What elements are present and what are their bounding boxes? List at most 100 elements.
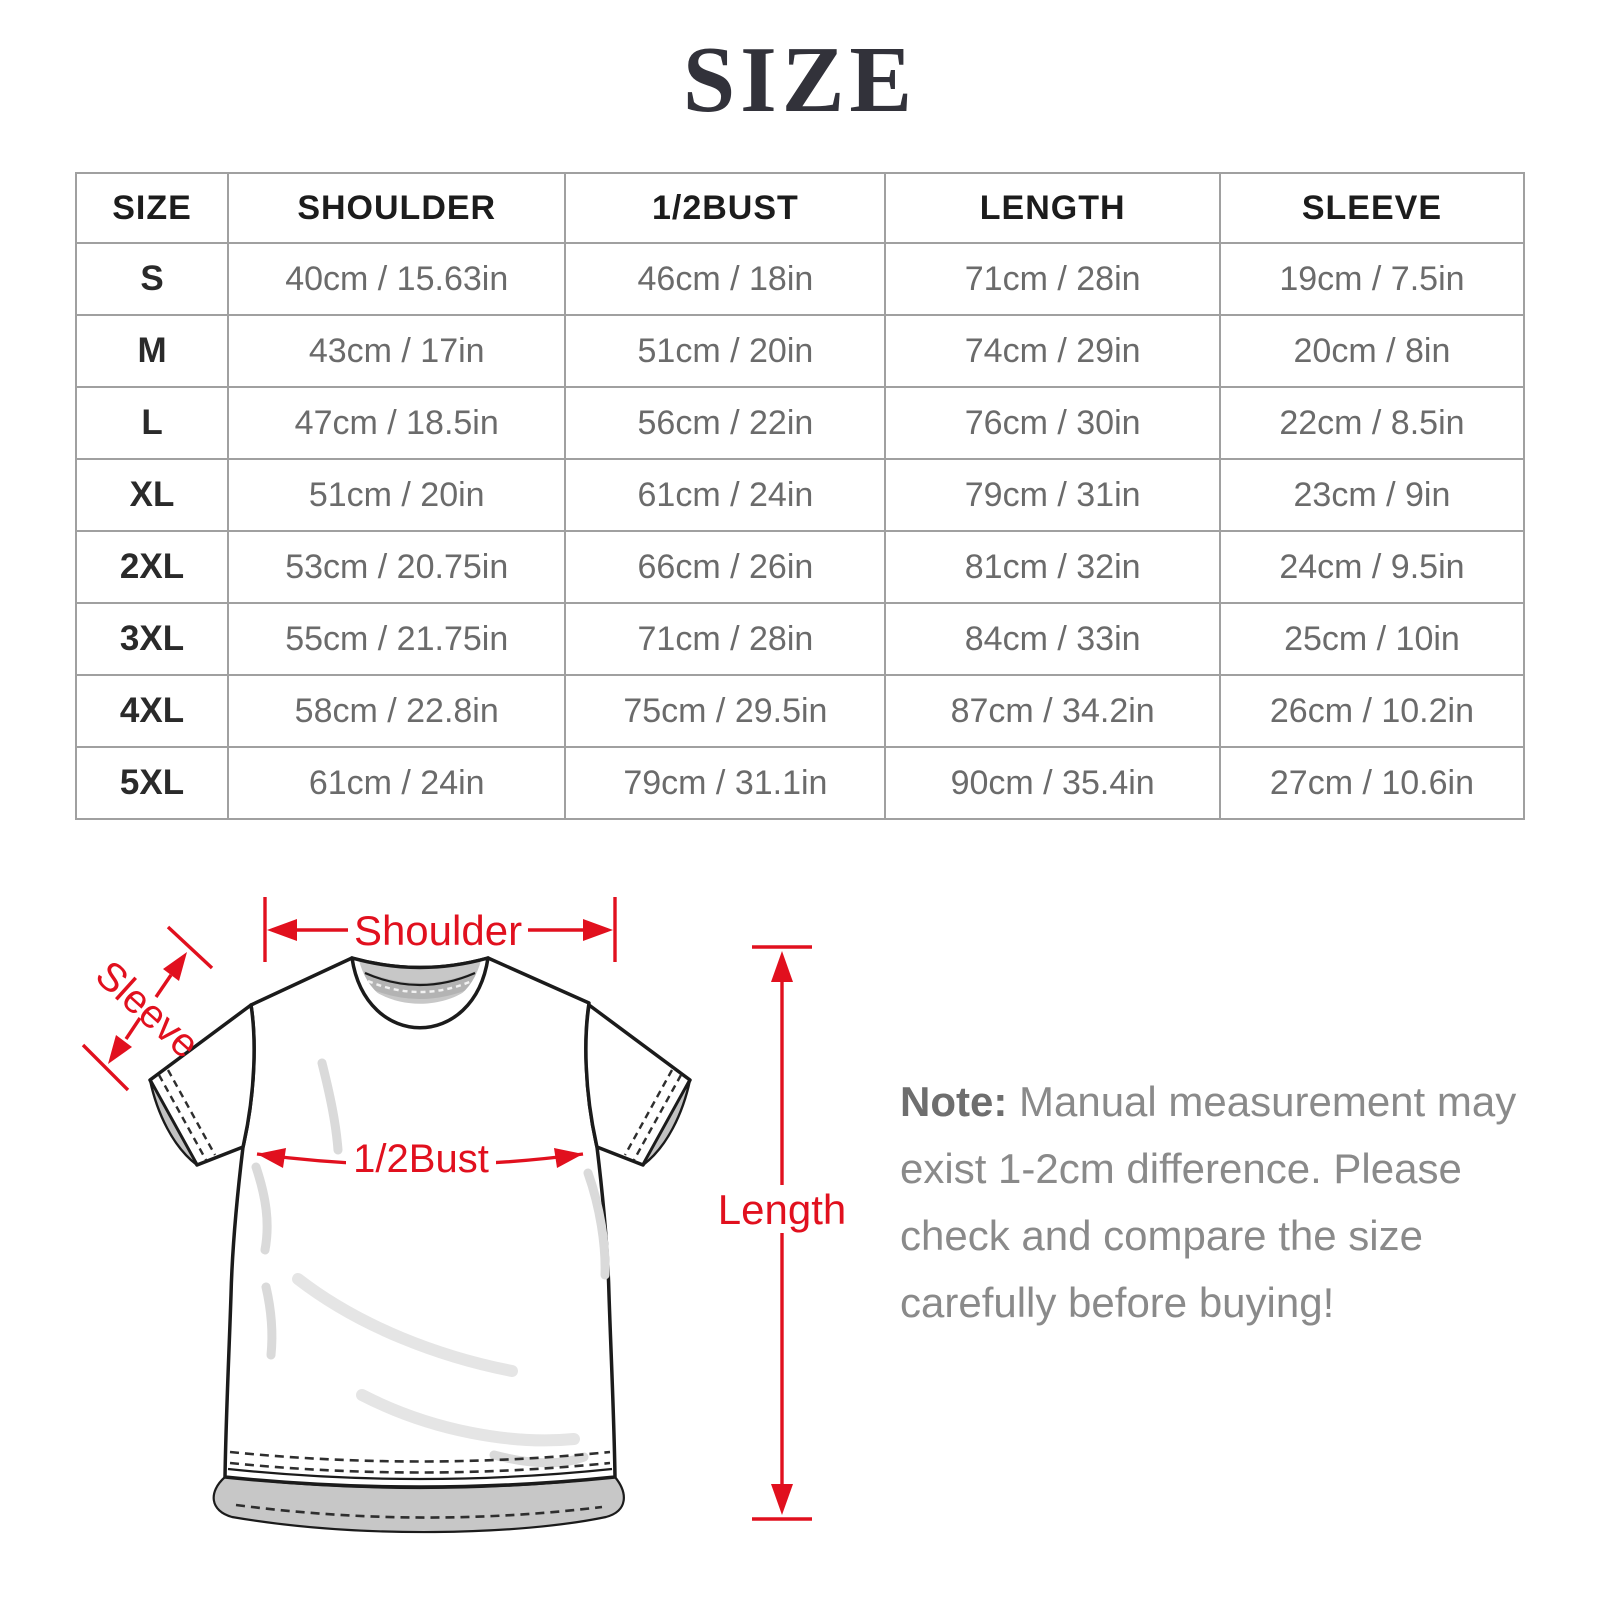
bust-label-mask <box>346 1136 496 1182</box>
measurement-cell: 43cm / 17in <box>227 314 567 388</box>
size-cell: L <box>74 386 230 460</box>
measurement-cell: 25cm / 10in <box>1218 602 1526 676</box>
back-neckline <box>350 956 490 970</box>
header-cell-size: SIZE <box>74 172 230 244</box>
measurement-cell: 79cm / 31in <box>884 458 1221 532</box>
measurement-cell: 23cm / 9in <box>1218 458 1526 532</box>
table-row: 4XL 58cm / 22.8in 75cm / 29.5in 87cm / 34.2… <box>74 674 1526 748</box>
measurement-cell: 84cm / 33in <box>884 602 1221 676</box>
wrinkle <box>292 1273 518 1377</box>
arrowhead-down <box>771 1484 793 1515</box>
shirt-body <box>223 956 617 1489</box>
collar-chain-stitch <box>367 979 473 994</box>
measurement-cell: 76cm / 30in <box>884 386 1221 460</box>
measurement-cell: 53cm / 20.75in <box>227 530 567 604</box>
measurement-cell: 55cm / 21.75in <box>227 602 567 676</box>
measurement-cell: 51cm / 20in <box>564 314 887 388</box>
collar <box>349 956 491 1030</box>
wrinkle <box>489 1450 589 1468</box>
header-cell-shoulder: SHOULDER <box>227 172 567 244</box>
wrinkle <box>583 1168 610 1280</box>
measurement-cell: 74cm / 29in <box>884 314 1221 388</box>
measurement-cell: 40cm / 15.63in <box>227 242 567 316</box>
measurement-cell: 61cm / 24in <box>227 746 567 820</box>
left-cuff-inside <box>148 1079 199 1166</box>
size-cell: S <box>74 242 230 316</box>
measurement-cell: 71cm / 28in <box>884 242 1221 316</box>
length-dimension: Length <box>718 945 846 1521</box>
header-cell-sleeve: SLEEVE <box>1218 172 1526 244</box>
right-cuff-stitch <box>623 1069 674 1156</box>
arrowhead-left <box>257 1148 286 1168</box>
wrinkle <box>261 1282 277 1360</box>
table-row: S 40cm / 15.63in 46cm / 18in 71cm / 28in 19c… <box>74 242 1526 316</box>
bust-dimension: 1/2Bust <box>256 1136 584 1182</box>
measurement-cell: 75cm / 29.5in <box>564 674 887 748</box>
measurement-cell: 66cm / 26in <box>564 530 887 604</box>
right-sleeve <box>584 1003 692 1167</box>
front-neckline <box>350 956 490 1030</box>
measurement-cell: 87cm / 34.2in <box>884 674 1221 748</box>
measurement-cell: 71cm / 28in <box>564 602 887 676</box>
arrowhead-up <box>771 951 793 982</box>
size-cell: 2XL <box>74 530 230 604</box>
note-label: Note: <box>900 1078 1008 1125</box>
hem-stitch-lower <box>229 1461 611 1474</box>
header-cell-length: LENGTH <box>884 172 1221 244</box>
measurement-cell: 27cm / 10.6in <box>1218 746 1526 820</box>
left-cuff-stitch <box>166 1069 217 1156</box>
collar-band-edge <box>364 971 476 987</box>
table-row: M 43cm / 17in 51cm / 20in 74cm / 29in 20cm /… <box>74 314 1526 388</box>
size-cell: 3XL <box>74 602 230 676</box>
arrowhead-left <box>267 919 297 941</box>
wrinkle <box>251 1162 272 1255</box>
header-cell-bust: 1/2BUST <box>564 172 887 244</box>
measurement-cell: 20cm / 8in <box>1218 314 1526 388</box>
length-label: Length <box>718 1186 846 1233</box>
hem-stitch-upper <box>229 1450 611 1463</box>
arrowhead-right <box>583 919 613 941</box>
size-table-body: S 40cm / 15.63in 46cm / 18in 71cm / 28in 19c… <box>74 242 1526 820</box>
size-table-header: SIZE SHOULDER 1/2BUST LENGTH SLEEVE <box>74 172 1526 244</box>
measurement-cell: 19cm / 7.5in <box>1218 242 1526 316</box>
wrinkle <box>317 1058 343 1155</box>
note-text: Manual measurement may exist 1-2cm diffe… <box>900 1078 1517 1326</box>
measurement-cell: 61cm / 24in <box>564 458 887 532</box>
left-cuff-stitch <box>157 1074 208 1161</box>
measurement-cell: 90cm / 35.4in <box>884 746 1221 820</box>
measurement-cell: 51cm / 20in <box>227 458 567 532</box>
hem-underband-stitch <box>235 1503 603 1519</box>
right-cuff-inside <box>641 1079 692 1166</box>
size-cell: 4XL <box>74 674 230 748</box>
measurement-cell: 56cm / 22in <box>564 386 887 460</box>
right-cuff-stitch <box>632 1074 683 1161</box>
table-row: L 47cm / 18.5in 56cm / 22in 76cm / 30in 22cm… <box>74 386 1526 460</box>
measurement-cell: 26cm / 10.2in <box>1218 674 1526 748</box>
header-row: SIZE SHOULDER 1/2BUST LENGTH SLEEVE <box>74 172 1526 244</box>
measurement-cell: 81cm / 32in <box>884 530 1221 604</box>
tshirt-illustration <box>148 956 692 1534</box>
size-cell: XL <box>74 458 230 532</box>
wrinkle <box>356 1389 580 1447</box>
tshirt-measurement-diagram: Shoulder Sleeve 1/2Bust <box>81 897 846 1534</box>
arrowhead-up-right <box>163 952 187 981</box>
measurement-cell: 79cm / 31.1in <box>564 746 887 820</box>
table-row: XL 51cm / 20in 61cm / 24in 79cm / 31in 23cm … <box>74 458 1526 532</box>
sleeve-label: Sleeve <box>87 952 207 1067</box>
measurement-cell: 58cm / 22.8in <box>227 674 567 748</box>
measurement-cell: 46cm / 18in <box>564 242 887 316</box>
arrowhead-down-left <box>108 1035 132 1064</box>
size-cell: 5XL <box>74 746 230 820</box>
hem-fold-line <box>227 1467 613 1481</box>
size-cell: M <box>74 314 230 388</box>
arrowhead-right <box>554 1148 583 1168</box>
table-row: 5XL 61cm / 24in 79cm / 31.1in 90cm / 35.4in… <box>74 746 1526 820</box>
page-title: SIZE <box>682 28 918 132</box>
bust-label: 1/2Bust <box>353 1137 489 1181</box>
note-paragraph: Note: Manual measurement may exist 1-2cm… <box>900 1068 1560 1336</box>
size-table: SIZE SHOULDER 1/2BUST LENGTH SLEEVE S 40c… <box>74 172 1526 820</box>
table-row: 3XL 55cm / 21.75in 71cm / 28in 84cm / 33in 2… <box>74 602 1526 676</box>
shoulder-label: Shoulder <box>354 907 522 954</box>
table-row: 2XL 53cm / 20.75in 66cm / 26in 81cm / 32in 2… <box>74 530 1526 604</box>
